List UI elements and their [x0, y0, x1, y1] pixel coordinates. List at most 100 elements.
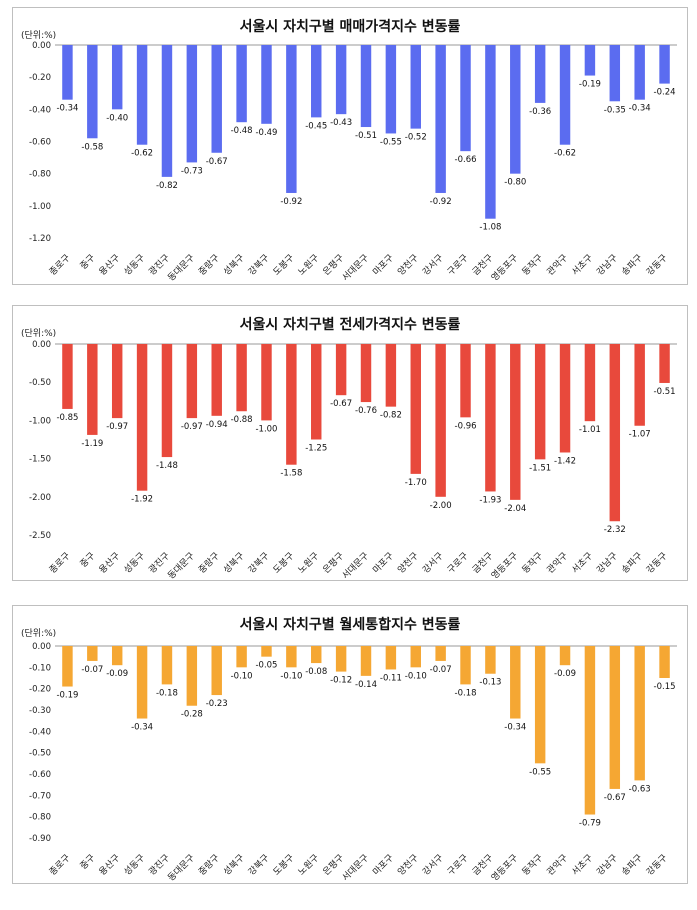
y-tick-label: -0.40	[29, 727, 51, 737]
bar	[335, 344, 347, 396]
bar	[360, 45, 372, 128]
unit-label: (단위:%)	[21, 629, 57, 639]
data-label: -0.36	[529, 107, 551, 117]
y-tick-label: -0.20	[29, 685, 51, 695]
category-label: 양천구	[396, 550, 421, 575]
bar	[335, 45, 347, 115]
data-label: -0.80	[504, 178, 526, 188]
category-label: 동작구	[520, 852, 545, 877]
data-label: -0.45	[305, 121, 327, 131]
data-label: -0.10	[231, 671, 253, 681]
y-tick-label: -1.00	[29, 416, 51, 426]
data-label: -0.09	[554, 669, 576, 679]
bar	[559, 45, 571, 145]
bar	[410, 344, 421, 474]
y-tick-label: -0.60	[29, 770, 51, 780]
y-tick-label: -0.80	[29, 170, 51, 180]
category-label: 서초구	[570, 550, 595, 575]
bar	[161, 45, 173, 177]
data-label: -0.97	[181, 422, 203, 432]
category-label: 중랑구	[196, 252, 222, 278]
bar	[261, 344, 272, 421]
data-label: -0.94	[206, 420, 228, 430]
bar	[335, 646, 347, 672]
bar	[236, 646, 247, 668]
data-label: -1.00	[255, 424, 277, 434]
data-label: -1.93	[479, 495, 501, 505]
data-label: -0.67	[330, 399, 352, 409]
bar	[186, 344, 198, 419]
bar	[161, 646, 173, 685]
bar	[261, 45, 272, 124]
unit-label: (단위:%)	[21, 329, 57, 339]
bar	[311, 45, 322, 118]
category-label: 도봉구	[271, 252, 296, 277]
data-label: -0.13	[479, 678, 501, 688]
data-label: -1.08	[479, 223, 501, 233]
bar	[111, 646, 123, 666]
bar	[485, 646, 496, 674]
data-label: -1.58	[280, 469, 302, 479]
category-label: 노원구	[296, 550, 321, 575]
y-tick-label: 0.00	[32, 642, 51, 652]
monthly-rent-chart: 0.00 -0.10 -0.20 -0.30 -0.40 -0.50 -0.60 -0.70 -…	[29, 642, 677, 883]
chart-title: 서울시 자치구별 월세통합지수 변동률	[239, 617, 461, 633]
category-label: 구로구	[445, 252, 470, 277]
bar	[261, 646, 272, 657]
category-label: 영등포구	[489, 852, 520, 883]
category-label: 노원구	[296, 252, 321, 277]
data-label: -0.19	[56, 691, 78, 701]
data-label: -1.07	[629, 430, 651, 440]
chart-title: 서울시 자치구별 전세가격지수 변동률	[239, 317, 461, 333]
bar	[62, 45, 73, 100]
data-label: -0.18	[455, 688, 477, 698]
data-label: -0.15	[654, 682, 676, 692]
bar	[460, 45, 471, 152]
bar	[634, 646, 645, 781]
bar	[559, 646, 571, 666]
category-label: 송파구	[619, 852, 644, 877]
category-label: 송파구	[619, 550, 644, 575]
category-label: 성북구	[221, 852, 246, 877]
y-tick-label: -0.80	[29, 813, 51, 823]
data-label: -1.48	[156, 461, 178, 471]
data-label: -0.28	[181, 710, 203, 720]
category-label: 마포구	[371, 550, 396, 575]
data-label: -0.34	[629, 104, 651, 114]
data-label: -0.76	[355, 406, 377, 416]
category-label: 관악구	[544, 252, 570, 278]
category-label: 강남구	[595, 852, 620, 877]
bar	[111, 344, 123, 419]
data-label: -0.55	[529, 767, 551, 777]
data-label: -0.58	[81, 142, 103, 152]
y-tick-label: -0.50	[29, 378, 51, 388]
data-label: -0.34	[56, 104, 78, 114]
y-tick-label: -0.20	[29, 73, 51, 83]
category-label: 서대문구	[340, 252, 371, 283]
bar	[410, 45, 421, 129]
data-label: -0.35	[604, 105, 626, 115]
category-label: 강동구	[644, 252, 669, 277]
bar	[584, 646, 596, 815]
bar	[136, 646, 148, 719]
bar	[659, 646, 670, 678]
data-label: -0.07	[81, 665, 103, 675]
bar	[87, 45, 98, 139]
bar	[211, 344, 222, 416]
data-label: -0.67	[604, 793, 626, 803]
data-label: -0.92	[280, 197, 302, 207]
category-label: 양천구	[396, 252, 421, 277]
data-label: -0.82	[156, 181, 178, 191]
category-label: 중구	[78, 852, 97, 871]
data-label: -0.34	[504, 723, 526, 733]
y-tick-label: -2.50	[29, 531, 51, 541]
category-label: 송파구	[619, 252, 644, 277]
bar	[435, 646, 446, 661]
category-label: 관악구	[544, 852, 570, 878]
bar	[385, 646, 397, 670]
bar	[87, 646, 98, 661]
data-label: -0.09	[106, 669, 128, 679]
data-label: -1.19	[81, 439, 103, 449]
bar	[609, 344, 621, 522]
category-label: 강북구	[246, 852, 271, 877]
